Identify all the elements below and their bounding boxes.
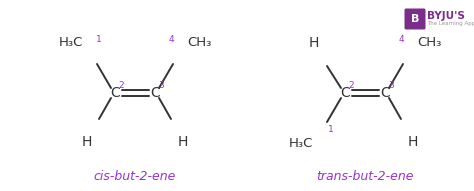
Text: C: C [110, 86, 120, 100]
Text: B: B [411, 14, 419, 24]
Text: H: H [178, 135, 188, 149]
Text: BYJU'S: BYJU'S [427, 11, 465, 21]
Text: H₃C: H₃C [289, 137, 313, 150]
Text: 2: 2 [348, 80, 354, 90]
Text: 1: 1 [328, 125, 334, 134]
Text: H: H [408, 135, 418, 149]
Text: 4: 4 [168, 36, 174, 45]
Text: H: H [309, 36, 319, 50]
Text: CH₃: CH₃ [187, 36, 211, 49]
Text: H: H [82, 135, 92, 149]
Text: C: C [380, 86, 390, 100]
Text: CH₃: CH₃ [417, 36, 441, 49]
Text: C: C [150, 86, 160, 100]
Text: The Learning App: The Learning App [427, 21, 474, 26]
Text: 2: 2 [118, 80, 124, 90]
Text: trans-but-2-ene: trans-but-2-ene [316, 171, 414, 184]
Text: 3: 3 [388, 80, 394, 90]
Text: cis-but-2-ene: cis-but-2-ene [94, 171, 176, 184]
Text: 4: 4 [398, 36, 404, 45]
Text: C: C [340, 86, 350, 100]
FancyBboxPatch shape [404, 9, 426, 29]
Text: 1: 1 [96, 36, 102, 45]
Text: H₃C: H₃C [59, 36, 83, 49]
Text: 3: 3 [158, 80, 164, 90]
